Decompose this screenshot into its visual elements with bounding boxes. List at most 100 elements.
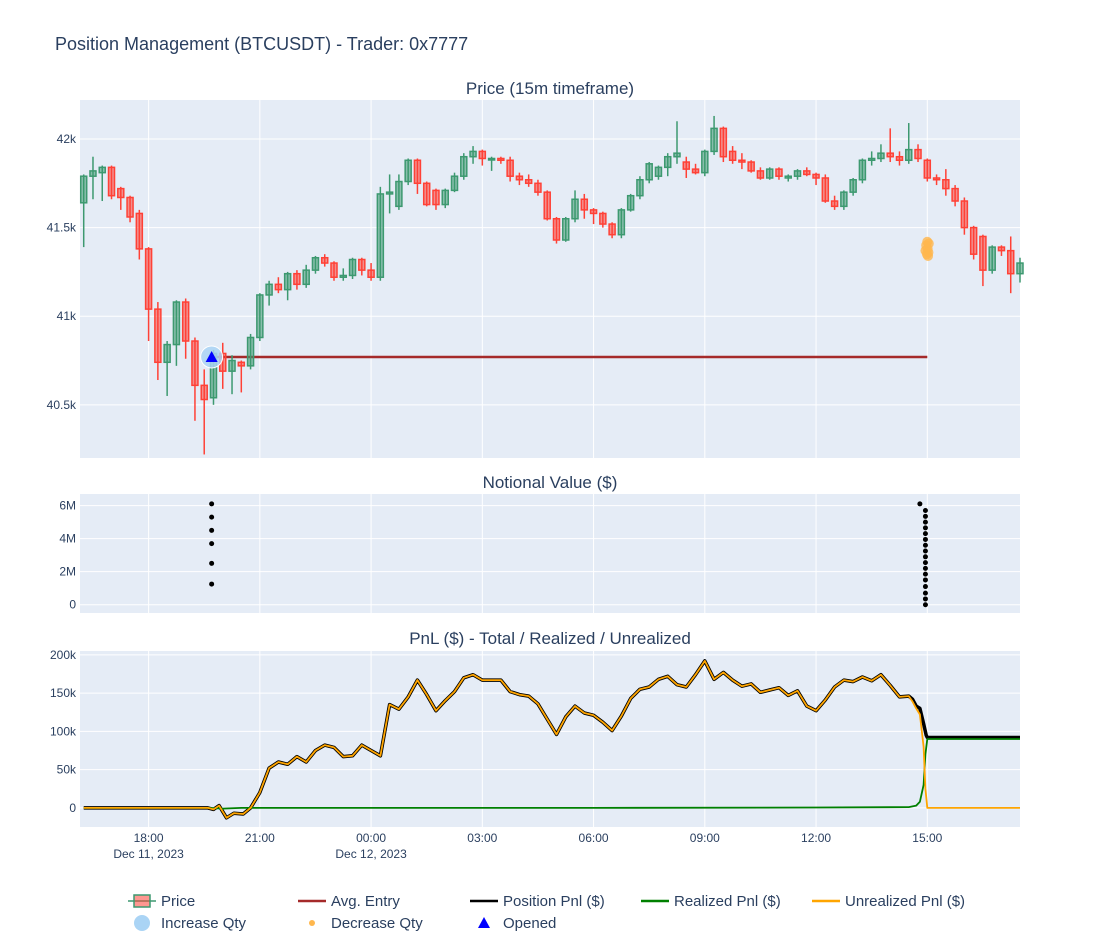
candle — [636, 176, 644, 200]
candle — [562, 216, 570, 242]
candle-body — [339, 274, 348, 278]
candle-body — [126, 196, 134, 218]
candle — [951, 185, 959, 207]
pnl-panel: PnL ($) - Total / Realized / Unrealized … — [50, 629, 1020, 827]
notional-plot-area — [80, 494, 1020, 613]
candle-body — [422, 182, 431, 206]
candle-body — [914, 148, 922, 160]
candle-body — [858, 159, 867, 181]
legend-item: Increase Qty — [134, 915, 247, 932]
candle — [1006, 236, 1015, 294]
candle — [497, 156, 505, 164]
candle-body — [404, 159, 412, 183]
candle — [645, 162, 653, 184]
chart-title: Position Management (BTCUSDT) - Trader: … — [55, 34, 468, 54]
x-axis: 18:00 Dec 11, 2023 21:00 00:00 Dec 12, 2023 0… — [113, 831, 942, 861]
candle-body — [626, 194, 635, 211]
price-legend-box — [133, 894, 151, 908]
candle-body — [246, 336, 255, 367]
notional-point — [922, 554, 928, 560]
y-tick-label: 6M — [59, 499, 76, 513]
candle-body — [571, 198, 579, 220]
legend-item: Decrease Qty — [309, 915, 423, 932]
y-tick-label: 2M — [59, 565, 76, 579]
pnl-plot-area — [80, 651, 1020, 827]
candle — [1016, 257, 1024, 283]
notional-point — [922, 519, 928, 525]
candle-body — [348, 258, 357, 277]
candle-body — [293, 272, 301, 286]
candle — [330, 261, 338, 281]
candle — [821, 174, 830, 203]
candle — [524, 174, 533, 187]
candle-body — [877, 152, 885, 160]
legend-label: Unrealized Pnl ($) — [845, 893, 965, 910]
y-tick-label: 4M — [59, 532, 76, 546]
legend-label: Increase Qty — [161, 915, 247, 932]
candle-body — [599, 212, 607, 225]
candle-body — [478, 150, 487, 160]
price-panel: Price (15m timeframe) 40.5k 41k 41.5k 42k — [47, 79, 1024, 458]
y-tick-label: 200k — [50, 648, 77, 662]
notional-point — [922, 596, 928, 602]
candle — [460, 153, 468, 180]
y-tick-label: 42k — [57, 132, 77, 146]
candle-body — [274, 283, 283, 291]
y-tick-label: 150k — [50, 686, 77, 700]
candle-body — [701, 150, 709, 174]
candle-body — [181, 301, 190, 342]
notional-point — [209, 581, 215, 587]
candle-body — [710, 127, 718, 153]
y-tick-label: 100k — [50, 724, 77, 738]
candle — [311, 255, 320, 274]
candle — [293, 270, 301, 290]
candle — [469, 146, 477, 164]
candle-body — [154, 308, 162, 364]
legend-label: Price — [161, 893, 195, 910]
candle-body — [589, 209, 598, 215]
candle — [487, 156, 496, 171]
candle-body — [682, 161, 691, 170]
candle-body — [552, 217, 561, 241]
candle — [932, 174, 941, 186]
candle — [274, 277, 283, 294]
candle-body — [228, 359, 236, 372]
candle-body — [79, 175, 88, 204]
candle — [571, 190, 579, 223]
candle — [302, 264, 310, 288]
candle — [126, 195, 134, 223]
legend-item: Unrealized Pnl ($) — [812, 893, 965, 910]
candle-body — [89, 170, 97, 177]
candle-body — [803, 170, 811, 176]
x-tick-label: 12:00 — [801, 831, 831, 845]
candle — [450, 172, 459, 193]
candle-body — [506, 159, 514, 177]
candle — [849, 177, 857, 196]
candle — [413, 158, 422, 194]
candle — [135, 209, 144, 260]
candle-body — [793, 170, 802, 177]
candle-body — [580, 198, 589, 211]
candle-body — [932, 177, 941, 181]
x-tick-label: 18:00 — [134, 831, 164, 845]
candle-body — [144, 248, 153, 310]
candle — [886, 128, 894, 163]
candle — [163, 341, 171, 396]
candle-body — [497, 157, 505, 162]
y-tick-label: 50k — [57, 763, 77, 777]
candle-body — [135, 212, 144, 250]
notional-point — [922, 560, 928, 566]
candle-body — [849, 179, 857, 193]
notional-point — [209, 501, 215, 507]
candle-body — [487, 157, 496, 161]
candle — [682, 156, 691, 178]
candle-body — [988, 246, 996, 271]
candle-body — [830, 200, 839, 208]
candle — [905, 123, 913, 164]
legend-item: Realized Pnl ($) — [641, 893, 781, 910]
candle-body — [330, 262, 338, 278]
x-tick-label: 06:00 — [579, 831, 609, 845]
x-tick-label: 00:00 — [356, 831, 386, 845]
candle-body — [413, 159, 422, 185]
candle-body — [691, 168, 700, 174]
